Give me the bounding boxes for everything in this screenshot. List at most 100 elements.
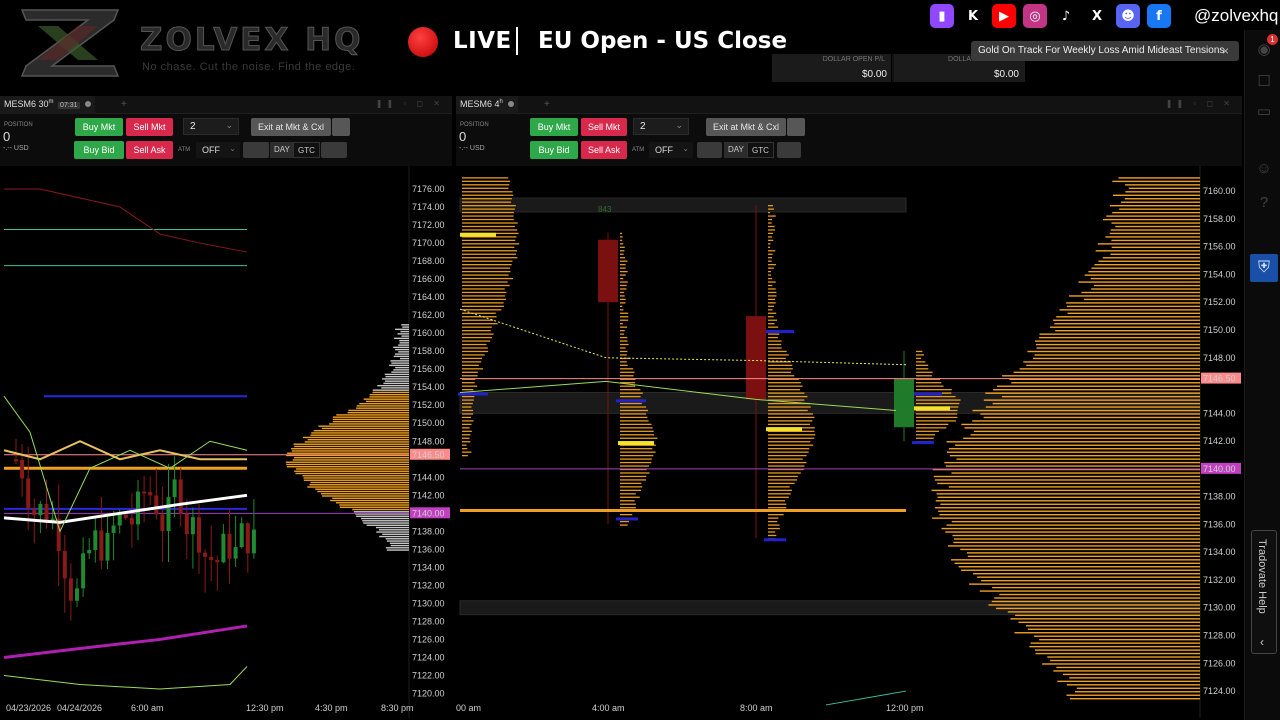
atm-select[interactable]: OFF ⌄ <box>196 142 240 158</box>
quantity-input[interactable]: 2 ⌄ <box>183 118 239 135</box>
tab-mesm6-4h[interactable]: MESM6 4h <box>456 96 519 114</box>
add-tab-icon[interactable]: + <box>544 99 550 110</box>
tab-timeframe-suffix: h <box>499 99 503 105</box>
session-va-marker <box>912 441 934 445</box>
session-profile-bar <box>768 444 814 446</box>
tradovate-help-tab[interactable]: Tradovate Help ‹ <box>1251 530 1277 654</box>
session-profile-bar <box>768 375 795 377</box>
tif-gtc-toggle[interactable]: GTC <box>747 142 774 158</box>
x-icon[interactable]: X <box>1085 4 1109 28</box>
volume-profile-bar <box>1109 232 1200 235</box>
atm-settings-button[interactable] <box>243 142 269 158</box>
volume-profile-bar <box>1062 673 1200 676</box>
session-profile-bar <box>620 239 623 242</box>
buy-mkt-button[interactable]: Buy Mkt <box>75 118 123 136</box>
session-profile-bar <box>462 430 472 432</box>
session-profile-bar <box>462 270 511 273</box>
volume-profile-bar <box>379 535 409 538</box>
session-profile-bar <box>620 489 642 491</box>
account-col2-header: DOLLA <box>948 56 971 63</box>
volume-profile-bar <box>310 434 409 436</box>
session-profile-bar <box>620 323 623 325</box>
window-controls-icon[interactable]: ❚❚ ▫ ◻ ✕ <box>1165 99 1234 108</box>
volume-profile-bar <box>322 495 409 497</box>
left-price-chart[interactable]: 7176.00 7174.00 7172.00 7170.00 7168.00 7166.… <box>0 166 452 718</box>
tif-day-toggle[interactable]: DAY <box>270 142 294 158</box>
atm-settings-button[interactable] <box>697 142 722 158</box>
session-profile-bar <box>620 281 628 283</box>
exit-mkt-cxl-button[interactable]: Exit at Mkt & Cxl <box>706 118 786 136</box>
volume-profile-bar <box>353 511 409 513</box>
session-profile-bar <box>620 465 650 467</box>
sell-ask-button[interactable]: Sell Ask <box>126 141 173 159</box>
volume-profile-bar <box>1119 208 1200 210</box>
buy-bid-button[interactable]: Buy Bid <box>74 141 124 159</box>
youtube-icon[interactable]: ▶ <box>992 4 1016 28</box>
atm-select[interactable]: OFF ⌄ <box>649 142 693 158</box>
buy-mkt-button[interactable]: Buy Mkt <box>530 118 578 136</box>
session-profile-bar <box>462 187 509 189</box>
sell-mkt-button[interactable]: Sell Mkt <box>126 118 173 136</box>
tif-options-button[interactable] <box>321 142 347 158</box>
price-axis-label: 7148.00 <box>1203 353 1236 363</box>
quantity-value: 2 <box>190 121 196 132</box>
community-icon[interactable]: ☺ <box>1256 160 1272 177</box>
sell-mkt-button[interactable]: Sell Mkt <box>581 118 627 136</box>
session-profile-bar <box>462 309 502 311</box>
indicator-line <box>4 188 248 253</box>
session-profile-bar <box>916 357 922 360</box>
session-profile-bar <box>462 416 472 419</box>
tab-mesm6-30m[interactable]: MESM6 30m 07:31 <box>0 96 96 114</box>
sell-ask-button[interactable]: Sell Ask <box>581 141 627 159</box>
session-profile-bar <box>620 232 623 235</box>
session-profile-bar <box>620 402 642 405</box>
volume-profile-bar <box>1056 316 1200 318</box>
session-profile-bar <box>768 392 805 394</box>
discord-icon[interactable]: ☻ <box>1116 4 1140 28</box>
volume-profile-bar <box>335 502 409 504</box>
candle-body <box>233 547 238 559</box>
session-profile-bar <box>768 357 786 360</box>
volume-profile-bar <box>1112 180 1200 183</box>
exit-options-button[interactable] <box>787 118 805 136</box>
session-profile-bar <box>916 378 941 380</box>
shield-icon[interactable]: ⛨ <box>1250 254 1278 282</box>
messages-icon[interactable]: ▭ <box>1256 103 1272 120</box>
add-tab-icon[interactable]: + <box>121 99 127 110</box>
time-axis-label: 4:00 am <box>592 703 625 713</box>
tif-gtc-toggle[interactable]: GTC <box>293 142 320 158</box>
close-icon[interactable]: × <box>1221 44 1229 58</box>
right-price-chart[interactable]: 7160.00 7158.00 7156.00 7154.00 7152.00 7150.… <box>456 166 1242 718</box>
volume-profile-bar <box>1035 340 1200 342</box>
kick-icon[interactable]: K <box>961 4 985 28</box>
instagram-icon[interactable]: ◎ <box>1023 4 1047 28</box>
twitch-icon[interactable]: ▮ <box>930 4 954 28</box>
price-axis-label: 7144.00 <box>1203 408 1236 418</box>
tiktok-icon[interactable]: ♪ <box>1054 4 1078 28</box>
chat-icon[interactable]: ☐ <box>1257 73 1271 90</box>
exit-mkt-cxl-button[interactable]: Exit at Mkt & Cxl <box>251 118 331 136</box>
session-profile-bar <box>462 218 514 221</box>
window-controls-icon[interactable]: ❚❚ ▫ ◻ ✕ <box>375 99 444 108</box>
session-profile-bar <box>916 364 929 367</box>
price-axis-label: 7130.00 <box>1203 603 1236 613</box>
quantity-input[interactable]: 2 ⌄ <box>633 118 689 135</box>
session-profile-bar <box>768 204 773 207</box>
tif-options-button[interactable] <box>777 142 801 158</box>
volume-profile-bar <box>1066 684 1200 686</box>
volume-profile-bar <box>315 488 409 490</box>
help-icon[interactable]: ? <box>1259 194 1269 211</box>
buy-bid-button[interactable]: Buy Bid <box>530 141 578 159</box>
session-profile-bar <box>916 361 926 363</box>
volume-profile-bar <box>983 399 1200 401</box>
news-notification[interactable]: Gold On Track For Weekly Loss Amid Midea… <box>971 41 1239 61</box>
session-profile-bar <box>462 434 471 436</box>
candle-body <box>172 479 177 498</box>
exit-options-button[interactable] <box>332 118 350 136</box>
volume-profile-bar <box>372 391 409 394</box>
notifications-icon[interactable]: ◉ <box>1257 41 1271 58</box>
tif-day-toggle[interactable]: DAY <box>724 142 748 158</box>
volume-profile-bar <box>363 522 409 524</box>
session-profile-bar <box>916 416 958 419</box>
facebook-icon[interactable]: f <box>1147 4 1171 28</box>
